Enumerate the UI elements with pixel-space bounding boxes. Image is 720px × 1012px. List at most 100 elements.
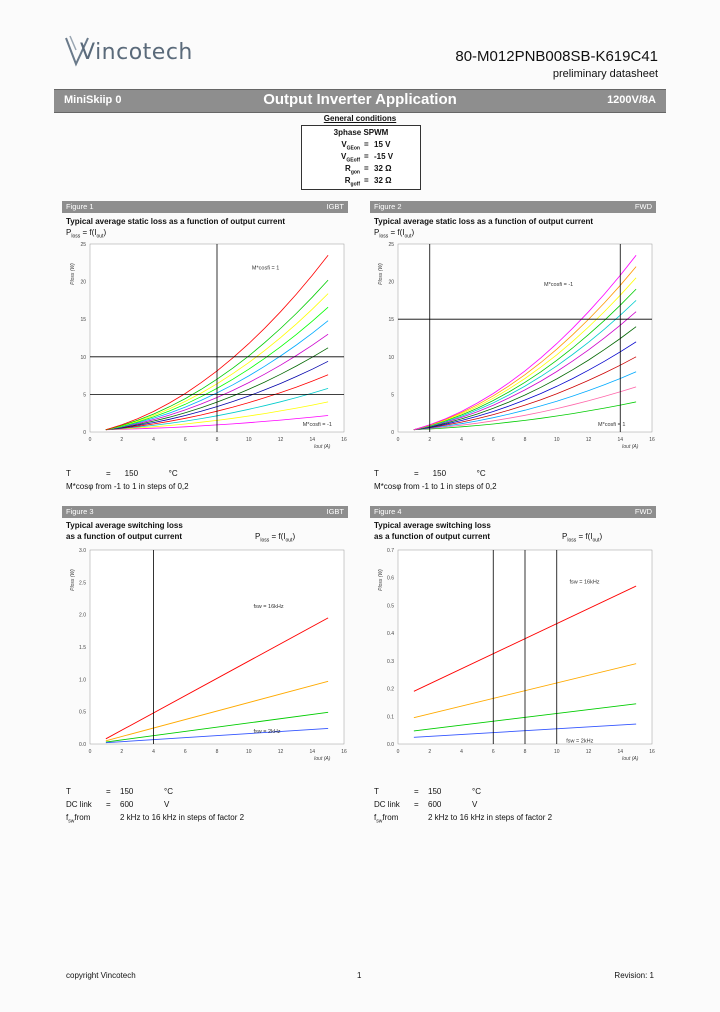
condition-row: VGEon = 15 V xyxy=(341,140,391,152)
chart-annotation: M*cosfi = 1 xyxy=(252,266,279,272)
x-axis-label: Iout (A) xyxy=(622,756,639,762)
y-tick-label: 10 xyxy=(80,355,86,361)
x-tick-label: 8 xyxy=(524,437,527,443)
series-curve xyxy=(413,371,637,431)
x-tick-label: 12 xyxy=(586,749,592,755)
banner-title: Output Inverter Application xyxy=(263,91,457,108)
figure-3-title: Typical average switching loss as a funct… xyxy=(66,521,183,541)
x-tick-label: 10 xyxy=(246,437,252,443)
chart-annotation: fsw = 16kHz xyxy=(254,604,284,610)
series-line xyxy=(105,711,329,743)
x-tick-label: 10 xyxy=(246,749,252,755)
x-tick-label: 6 xyxy=(492,437,495,443)
y-tick-label: 0 xyxy=(83,430,86,436)
series-curve xyxy=(413,356,637,431)
series-curve xyxy=(413,311,637,431)
x-tick-label: 2 xyxy=(120,437,123,443)
y-tick-label: 5 xyxy=(83,392,86,398)
part-number: 80-M012PNB008SB-K619C41 xyxy=(455,48,658,65)
chart-annotation: fsw = 16kHz xyxy=(569,579,599,585)
x-tick-label: 10 xyxy=(554,749,560,755)
series-line xyxy=(105,728,329,744)
figure-4-chart: 0 2 4 6 8 10 12 14 16 0.0 0.1 0.2 0.3 0.4 0.5 0.6 0.7 Iou… xyxy=(378,548,655,762)
x-axis-label: Iout (A) xyxy=(622,444,639,450)
figure-4-title: Typical average switching loss as a funct… xyxy=(374,521,491,541)
figure-3-header: Figure 3 IGBT xyxy=(62,506,348,518)
x-tick-label: 8 xyxy=(216,749,219,755)
figure-2-title: Typical average static loss as a functio… xyxy=(374,217,594,226)
figure-2-conditions: T = 150 °C M*cosφ from -1 to 1 in steps of … xyxy=(374,469,497,491)
figure-1-header: Figure 1 IGBT xyxy=(62,201,348,213)
figure-1-title: Typical average static loss as a functio… xyxy=(66,217,286,226)
datasheet-status: preliminary datasheet xyxy=(552,68,658,80)
y-tick-label: 0.5 xyxy=(387,603,394,609)
x-tick-label: 12 xyxy=(586,437,592,443)
figure-3-conditions: T = 150 °C DC link = 600 V fsw from 2 kHz to 16… xyxy=(66,787,245,825)
y-tick-label: 2.5 xyxy=(79,580,86,586)
x-tick-label: 8 xyxy=(216,437,219,443)
y-tick-label: 0.0 xyxy=(79,742,86,748)
chart-annotation: fsw = 2kHz xyxy=(566,739,593,745)
series-curve xyxy=(413,277,637,431)
x-tick-label: 2 xyxy=(120,749,123,755)
x-tick-label: 14 xyxy=(617,437,623,443)
series-curve xyxy=(413,288,637,431)
general-conditions-heading: 3phase SPWM xyxy=(333,128,389,137)
figure-1-formula: Ploss = f(Iout) xyxy=(66,228,107,240)
x-tick-label: 6 xyxy=(184,749,187,755)
x-tick-label: 4 xyxy=(152,437,155,443)
series-line xyxy=(105,617,329,740)
chart-annotation: fsw = 2kHz xyxy=(254,729,281,735)
footer-page-number: 1 xyxy=(357,971,362,980)
x-tick-label: 12 xyxy=(278,437,284,443)
y-tick-label: 15 xyxy=(80,317,86,323)
general-conditions-title: General conditions xyxy=(323,114,397,123)
y-tick-label: 5 xyxy=(391,392,394,398)
figure-4-conditions: T = 150 °C DC link = 600 V fsw from 2 kHz to 16… xyxy=(374,787,553,825)
figure-4-header: Figure 4 FWD xyxy=(370,506,656,518)
x-tick-label: 16 xyxy=(341,749,347,755)
y-axis-label: Ploss (W) xyxy=(70,569,76,591)
y-axis-label: Ploss (W) xyxy=(378,569,384,591)
x-tick-label: 0 xyxy=(397,437,400,443)
y-tick-label: 0.6 xyxy=(387,576,394,582)
series-curve xyxy=(413,300,637,431)
y-tick-label: 0.7 xyxy=(387,548,394,554)
x-tick-label: 10 xyxy=(554,437,560,443)
y-tick-label: 0.1 xyxy=(387,714,394,720)
title-banner: MiniSkiip 0 Output Inverter Application … xyxy=(54,89,666,113)
x-tick-label: 4 xyxy=(152,749,155,755)
figure-2-header: Figure 2 FWD xyxy=(370,201,656,213)
x-tick-label: 2 xyxy=(428,749,431,755)
y-axis-label: Ploss (W) xyxy=(378,263,384,285)
series-curve xyxy=(413,255,637,431)
y-tick-label: 20 xyxy=(80,280,86,286)
figure-4-formula: Ploss = f(Iout) xyxy=(562,532,603,544)
footer-revision: Revision: 1 xyxy=(614,971,654,980)
y-tick-label: 0.0 xyxy=(387,742,394,748)
y-tick-label: 25 xyxy=(388,242,394,248)
y-tick-label: 0 xyxy=(391,430,394,436)
x-tick-label: 0 xyxy=(89,749,92,755)
y-tick-label: 1.0 xyxy=(79,677,86,683)
x-tick-label: 8 xyxy=(524,749,527,755)
x-tick-label: 16 xyxy=(649,437,655,443)
y-tick-label: 20 xyxy=(388,280,394,286)
plot-area xyxy=(397,243,653,433)
y-tick-label: 25 xyxy=(80,242,86,248)
y-tick-label: 0.5 xyxy=(79,710,86,716)
x-tick-label: 12 xyxy=(278,749,284,755)
series-curve xyxy=(413,326,637,431)
x-tick-label: 4 xyxy=(460,749,463,755)
figure-3-formula: Ploss = f(Iout) xyxy=(255,532,296,544)
x-tick-label: 14 xyxy=(309,749,315,755)
x-tick-label: 14 xyxy=(617,749,623,755)
x-tick-label: 16 xyxy=(341,437,347,443)
y-axis-label: Ploss (W) xyxy=(70,263,76,285)
y-tick-label: 1.5 xyxy=(79,645,86,651)
x-axis-label: Iout (A) xyxy=(314,756,331,762)
condition-row: VGEoff = -15 V xyxy=(341,152,394,164)
figure-1-conditions: T = 150 °C M*cosφ from -1 to 1 in steps of … xyxy=(66,469,189,491)
figure-1-chart: 0 2 4 6 8 10 12 14 16 0 5 10 15 20 25 Iout (A) Ploss (W)… xyxy=(70,242,347,450)
banner-product: MiniSkiip 0 xyxy=(64,94,122,106)
